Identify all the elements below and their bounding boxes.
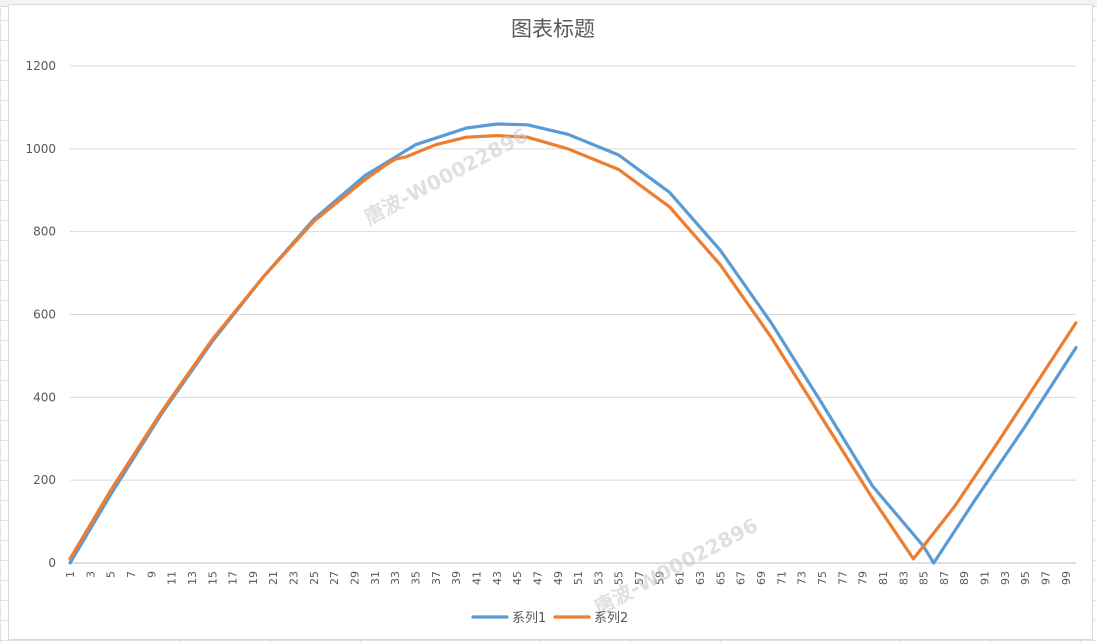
watermark-text: 唐波-W00022896 <box>360 123 532 229</box>
legend-label-2: 系列2 <box>594 611 628 626</box>
x-tick-label: 47 <box>531 571 544 585</box>
x-tick-label: 87 <box>938 571 951 585</box>
x-tick-label: 97 <box>1040 571 1053 585</box>
x-tick-label: 45 <box>511 571 524 585</box>
x-tick-label: 27 <box>328 571 341 585</box>
y-tick-label: 0 <box>48 556 56 570</box>
watermark-text-2: 唐波-W00022896 <box>590 513 762 619</box>
x-tick-label: 43 <box>491 571 504 585</box>
x-axis-ticks: 1 3 5 7 9 11 13 15 17 19 21 23 25 27 29 31 33 35 37 39 41 43 4… <box>64 571 1073 585</box>
x-tick-label: 23 <box>288 571 301 585</box>
x-tick-label: 41 <box>470 571 483 585</box>
y-axis-ticks: 0 200 400 600 800 1000 1200 <box>25 59 56 570</box>
x-tick-label: 39 <box>450 571 463 585</box>
x-tick-label: 51 <box>572 571 585 585</box>
x-tick-label: 91 <box>979 571 992 585</box>
x-tick-label: 61 <box>674 571 687 585</box>
y-tick-label: 600 <box>33 308 56 322</box>
x-tick-label: 49 <box>552 571 565 585</box>
x-tick-label: 15 <box>206 571 219 585</box>
x-tick-label: 95 <box>1019 571 1032 585</box>
x-tick-label: 1 <box>64 571 77 578</box>
x-tick-label: 37 <box>430 571 443 585</box>
x-tick-label: 9 <box>145 571 158 578</box>
y-tick-label: 200 <box>33 473 56 487</box>
x-tick-label: 99 <box>1060 571 1073 585</box>
x-tick-label: 53 <box>592 571 605 585</box>
y-tick-label: 1200 <box>25 59 56 73</box>
x-tick-label: 25 <box>308 571 321 585</box>
legend-label-1: 系列1 <box>512 611 546 626</box>
x-tick-label: 5 <box>105 571 118 578</box>
y-tick-label: 400 <box>33 390 56 404</box>
x-tick-label: 63 <box>694 571 707 585</box>
grid-lines <box>70 65 1076 481</box>
series-line-1[interactable] <box>68 122 1078 565</box>
legend[interactable]: 系列1 系列2 <box>471 611 628 626</box>
x-tick-label: 59 <box>653 571 666 585</box>
x-tick-label: 21 <box>267 571 280 585</box>
x-tick-label: 31 <box>369 571 382 585</box>
x-tick-label: 67 <box>735 571 748 585</box>
x-tick-label: 7 <box>125 571 138 578</box>
x-tick-label: 93 <box>999 571 1012 585</box>
x-tick-label: 81 <box>877 571 890 585</box>
x-tick-label: 11 <box>166 571 179 585</box>
series-lines <box>68 122 1078 565</box>
series-line-2[interactable] <box>68 134 1078 561</box>
x-tick-label: 71 <box>775 571 788 585</box>
x-tick-label: 77 <box>836 571 849 585</box>
y-tick-label: 1000 <box>25 142 56 156</box>
x-tick-label: 83 <box>897 571 910 585</box>
x-tick-label: 35 <box>409 571 422 585</box>
x-tick-label: 17 <box>227 571 240 585</box>
x-tick-label: 57 <box>633 571 646 585</box>
x-tick-label: 65 <box>714 571 727 585</box>
x-tick-label: 89 <box>958 571 971 585</box>
chart-title: 图表标题 <box>511 17 595 41</box>
x-tick-label: 79 <box>857 571 870 585</box>
x-tick-label: 75 <box>816 571 829 585</box>
x-tick-label: 33 <box>389 571 402 585</box>
x-tick-label: 73 <box>796 571 809 585</box>
x-tick-label: 13 <box>186 571 199 585</box>
x-tick-label: 29 <box>349 571 362 585</box>
x-tick-label: 55 <box>613 571 626 585</box>
x-tick-label: 19 <box>247 571 260 585</box>
y-tick-label: 800 <box>33 225 56 239</box>
x-tick-label: 85 <box>918 571 931 585</box>
x-tick-label: 3 <box>84 571 97 578</box>
chart-frame[interactable]: 图表标题 0 200 400 600 800 1000 1200 1 3 5 7 9 11 13 15 17… <box>8 4 1093 640</box>
x-tick-label: 69 <box>755 571 768 585</box>
